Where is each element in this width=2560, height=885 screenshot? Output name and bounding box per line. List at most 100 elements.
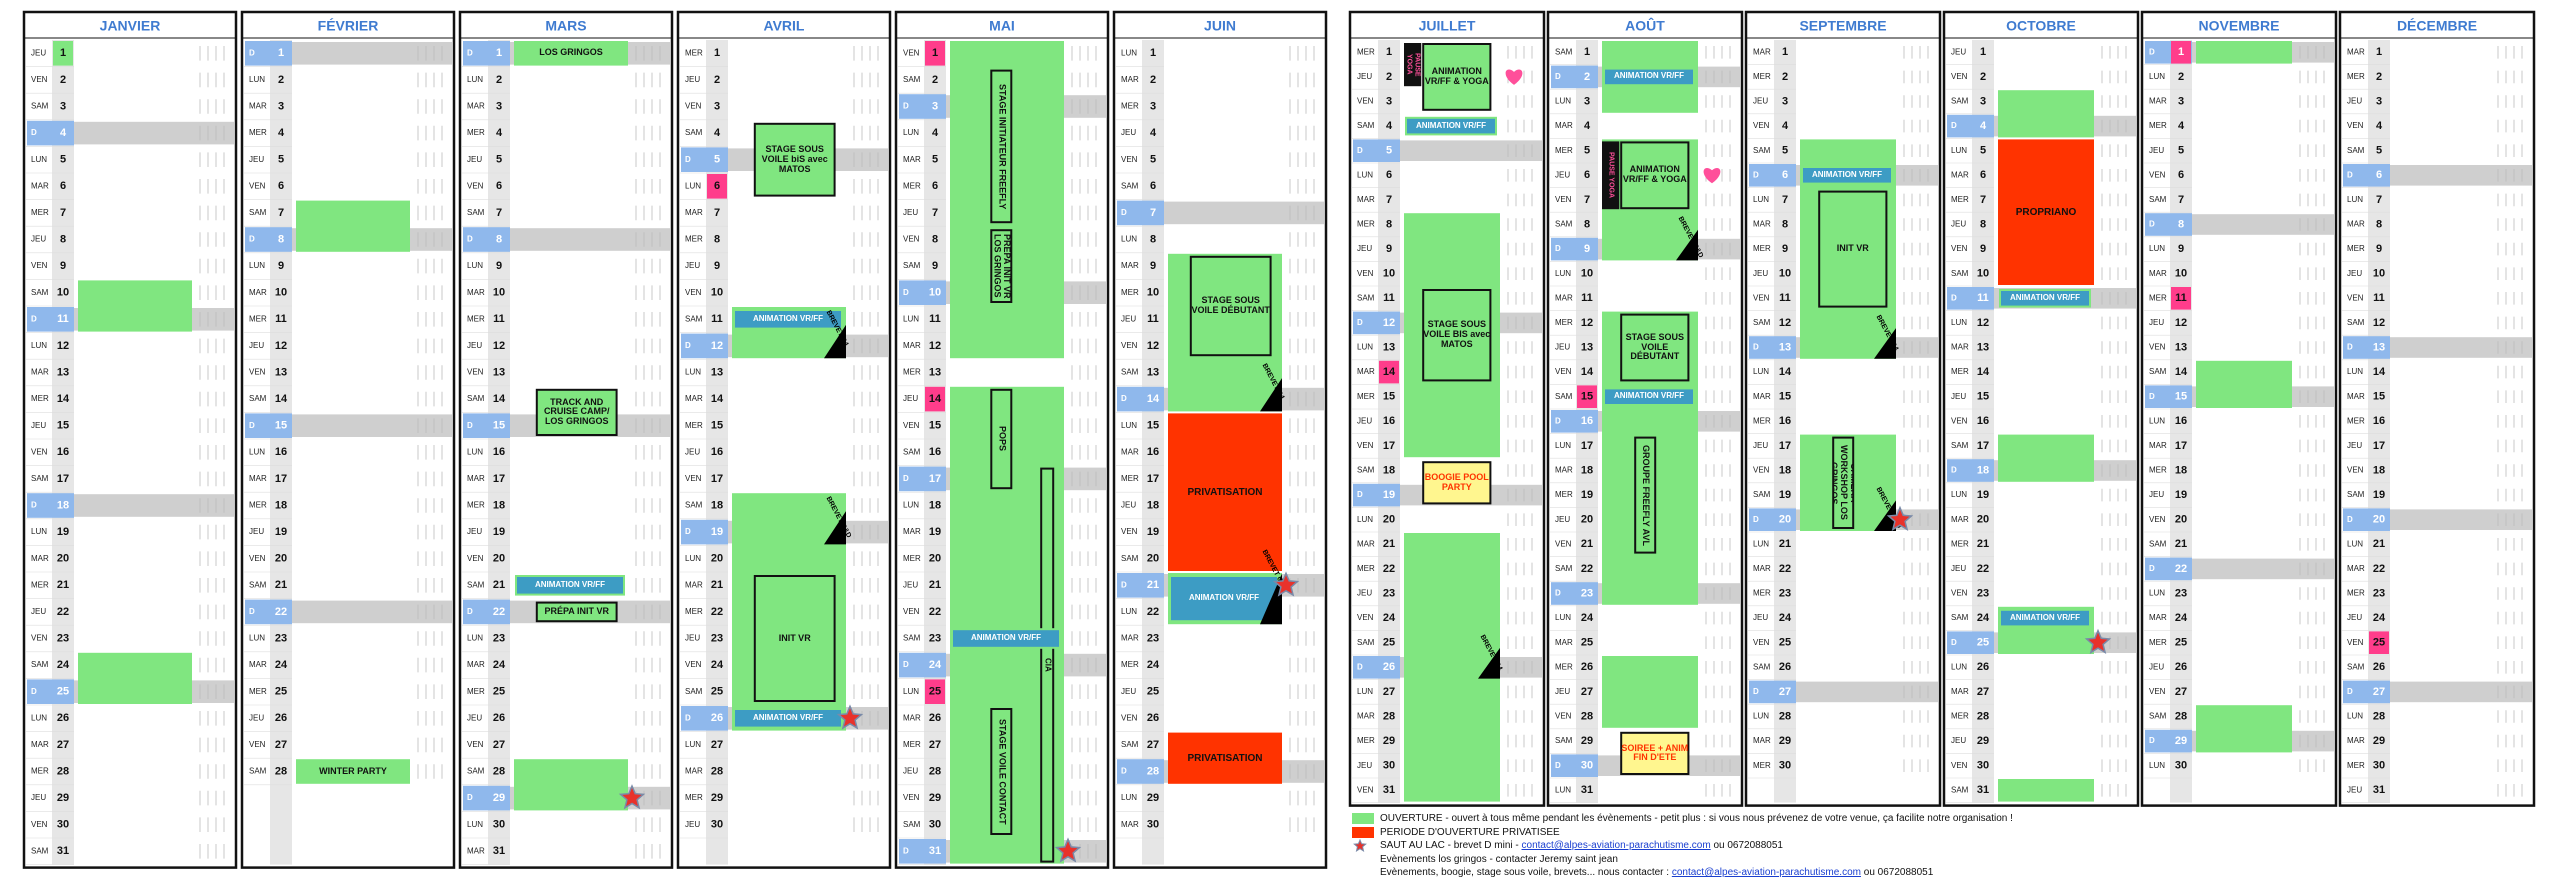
day-of-week: VEN — [31, 634, 48, 643]
label-box: ANIMATION VR/FF & YOGA — [1623, 164, 1687, 184]
day-number: 27 — [493, 739, 505, 751]
day-number: 1 — [60, 47, 66, 59]
day-of-week: MER — [1753, 589, 1771, 598]
day-of-week: JEU — [2347, 785, 2362, 794]
day-number: 12 — [2373, 317, 2385, 329]
day-of-week: MER — [467, 128, 485, 137]
day-of-week: MER — [467, 314, 485, 323]
day-of-week: LUN — [1753, 712, 1769, 721]
day-of-week: JEU — [1357, 761, 1372, 770]
sunday-cell — [2145, 385, 2192, 408]
sunday-cell — [27, 679, 74, 704]
day-number: 31 — [1383, 784, 1395, 796]
day-of-week: SAM — [903, 634, 921, 643]
day-of-week: JEU — [1753, 613, 1768, 622]
label-box: BOOGIE POOL PARTY — [1425, 472, 1489, 492]
holiday-cell — [925, 41, 945, 66]
month-title: NOVEMBRE — [2199, 18, 2280, 34]
month-title: JUILLET — [1419, 18, 1476, 34]
month-frame — [1112, 10, 1328, 869]
day-of-week: MER — [249, 501, 267, 510]
day-of-week: VEN — [1357, 785, 1374, 794]
day-number: 15 — [1581, 391, 1593, 403]
day-of-week: VEN — [903, 607, 920, 616]
day-of-week: JEU — [1121, 314, 1136, 323]
day-number: 11 — [929, 313, 941, 325]
day-number: 29 — [929, 792, 941, 804]
day-number: 13 — [493, 366, 505, 378]
day-of-week: MER — [1121, 660, 1139, 669]
legend-swatch — [1352, 826, 1374, 838]
day-number: 12 — [929, 340, 941, 352]
day-number: 19 — [493, 526, 505, 538]
legend-text: ou 0672088051 — [1710, 840, 1783, 851]
brevet-marker — [1676, 229, 1698, 261]
day-number: 13 — [2373, 341, 2385, 353]
sunday-cell — [1551, 410, 1598, 433]
legend-link[interactable]: contact@alpes-aviation-parachutisme.com — [1521, 840, 1711, 851]
day-of-week: JEU — [1951, 736, 1966, 745]
sunday-cell — [899, 466, 946, 492]
day-of-week: SAM — [1121, 368, 1139, 377]
day-of-week: LUN — [249, 261, 265, 270]
day-of-week: MER — [1555, 490, 1573, 499]
label-box: TRACK AND CRUISE CAMP/ LOS GRINGOS — [544, 397, 610, 427]
day-of-week: VEN — [1121, 713, 1138, 722]
day-of-week: D — [2149, 392, 2155, 401]
day-number: 9 — [2376, 243, 2382, 255]
day-of-week: VEN — [903, 421, 920, 430]
day-of-week: SAM — [249, 580, 267, 589]
day-number: 31 — [1581, 784, 1593, 796]
sunday-cell — [1749, 680, 1796, 704]
day-of-week: D — [1753, 170, 1759, 179]
day-of-week: MER — [1121, 474, 1139, 483]
day-number: 9 — [60, 260, 66, 272]
legend-text: PERIODE D'OUVERTURE PRIVATISEE — [1380, 826, 1560, 838]
holiday-cell — [1379, 360, 1399, 384]
day-of-week: MAR — [903, 527, 921, 536]
day-number: 6 — [1584, 169, 1590, 181]
legend-link[interactable]: contact@alpes-aviation-parachutisme.com — [1671, 867, 1861, 878]
label-box: ANIMATION VR/FF & YOGA — [1425, 66, 1489, 86]
day-of-week: JEU — [685, 634, 700, 643]
day-number: 27 — [1147, 739, 1159, 751]
day-of-week: LUN — [903, 314, 919, 323]
open-period — [296, 759, 410, 784]
month-frame — [1546, 10, 1744, 807]
day-of-week: VEN — [467, 740, 484, 749]
day-number: 11 — [1581, 292, 1593, 304]
day-of-week: SAM — [249, 208, 267, 217]
day-of-week: MER — [685, 48, 703, 57]
day-of-week: D — [2347, 343, 2353, 352]
day-number: 28 — [493, 765, 505, 777]
day-of-week: LUN — [2347, 367, 2363, 376]
day-number: 16 — [1383, 415, 1395, 427]
event-label: WINTER PARTY — [319, 765, 387, 776]
day-number: 9 — [1782, 243, 1788, 255]
sunday-cell — [681, 706, 728, 731]
day-number: 29 — [57, 792, 69, 804]
day-of-week: SAM — [1753, 490, 1771, 499]
month-frame — [2338, 10, 2536, 807]
sunday-cell — [1749, 164, 1796, 187]
day-number: 29 — [2175, 735, 2187, 747]
open-period — [1602, 656, 1698, 728]
day-number: 10 — [929, 287, 941, 299]
day-number: 6 — [278, 180, 284, 192]
day-of-week: LUN — [2149, 761, 2165, 770]
sunday-stripe — [74, 121, 234, 145]
day-of-week: SAM — [2347, 146, 2365, 155]
event-label: ANIMATION VR/FF — [970, 633, 1042, 643]
day-number: 30 — [929, 819, 941, 831]
day-of-week: LUN — [1555, 441, 1571, 450]
lake-jump-star — [836, 704, 864, 730]
day-number: 7 — [1150, 207, 1156, 219]
day-of-week: LUN — [249, 634, 265, 643]
day-of-week: SAM — [1951, 785, 1969, 794]
day-of-week: MER — [249, 687, 267, 696]
day-number: 22 — [57, 606, 69, 618]
day-of-week: SAM — [2347, 490, 2365, 499]
day-number: 1 — [932, 47, 938, 59]
event-label: ANIMATION VR/FF — [534, 579, 606, 589]
day-number: 13 — [711, 366, 723, 378]
